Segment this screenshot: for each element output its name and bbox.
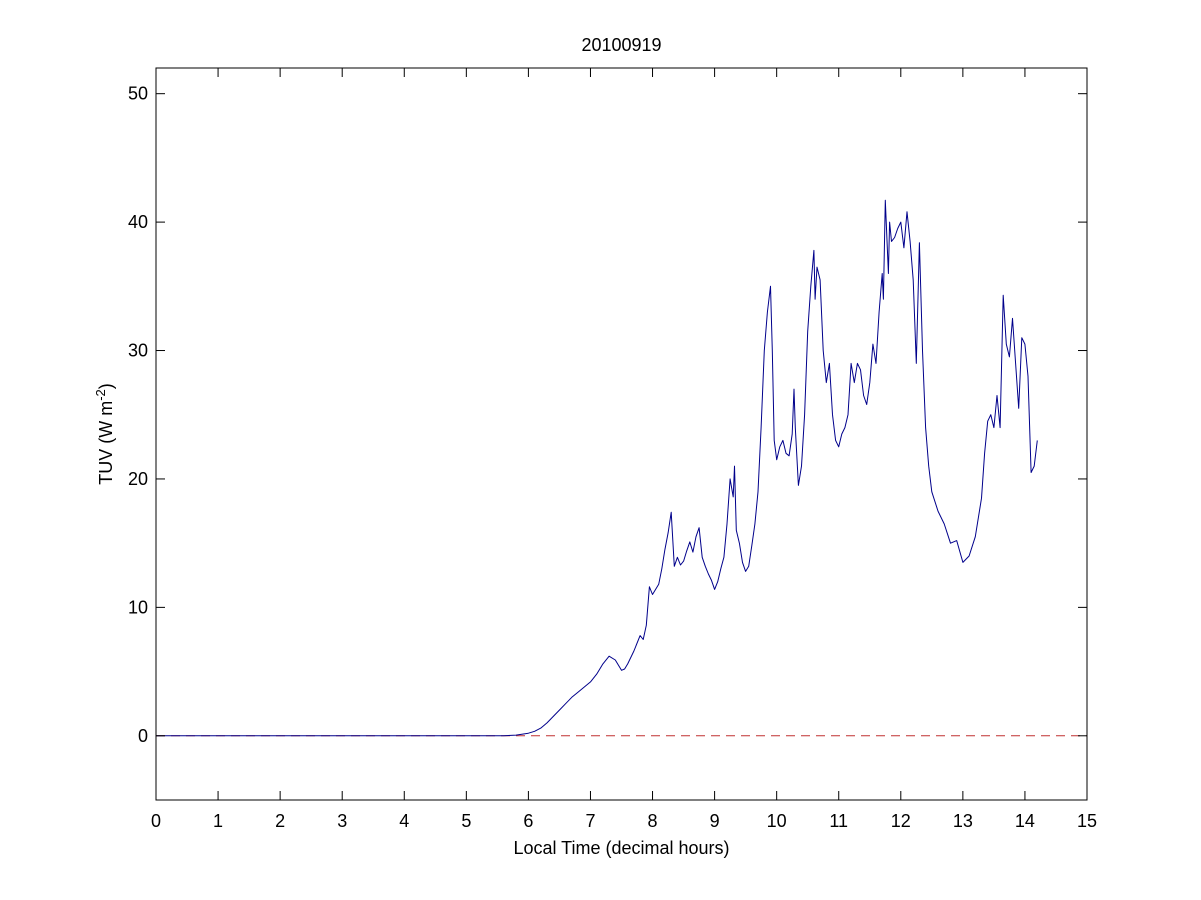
x-tick-label: 4 xyxy=(399,811,409,831)
plot-frame xyxy=(155,67,1088,801)
y-tick-label: 0 xyxy=(138,726,148,746)
y-tick-label: 20 xyxy=(128,469,148,489)
y-tick-label: 30 xyxy=(128,341,148,361)
y-axis-label-close: ) xyxy=(96,383,116,389)
x-tick-label: 2 xyxy=(275,811,285,831)
x-tick-label: 12 xyxy=(891,811,911,831)
x-tick-label: 3 xyxy=(337,811,347,831)
y-tick-label: 50 xyxy=(128,84,148,104)
axis-ticks xyxy=(155,68,1088,800)
x-tick-label: 14 xyxy=(1015,811,1035,831)
series-line-0 xyxy=(156,199,1038,737)
x-tick-label: 1 xyxy=(213,811,223,831)
y-axis-label-superscript: -2 xyxy=(93,389,108,401)
x-tick-label: 8 xyxy=(648,811,658,831)
x-tick-label: 9 xyxy=(710,811,720,831)
x-tick-label: 13 xyxy=(953,811,973,831)
x-tick-label: 15 xyxy=(1077,811,1097,831)
x-tick-label: 11 xyxy=(829,811,848,831)
plot-marks xyxy=(156,199,1087,737)
x-tick-label: 5 xyxy=(461,811,471,831)
y-tick-label: 10 xyxy=(128,597,148,617)
y-axis-label: TUV (W m-2) xyxy=(93,383,117,485)
y-axis-label-main: TUV (W m xyxy=(96,401,116,485)
x-axis-label: Local Time (decimal hours) xyxy=(513,838,729,858)
x-tick-label: 10 xyxy=(767,811,787,831)
chart-title: 20100919 xyxy=(581,35,661,55)
x-tick-label: 6 xyxy=(523,811,533,831)
x-tick-label: 0 xyxy=(151,811,161,831)
x-tick-label: 7 xyxy=(585,811,595,831)
y-tick-label: 40 xyxy=(128,212,148,232)
